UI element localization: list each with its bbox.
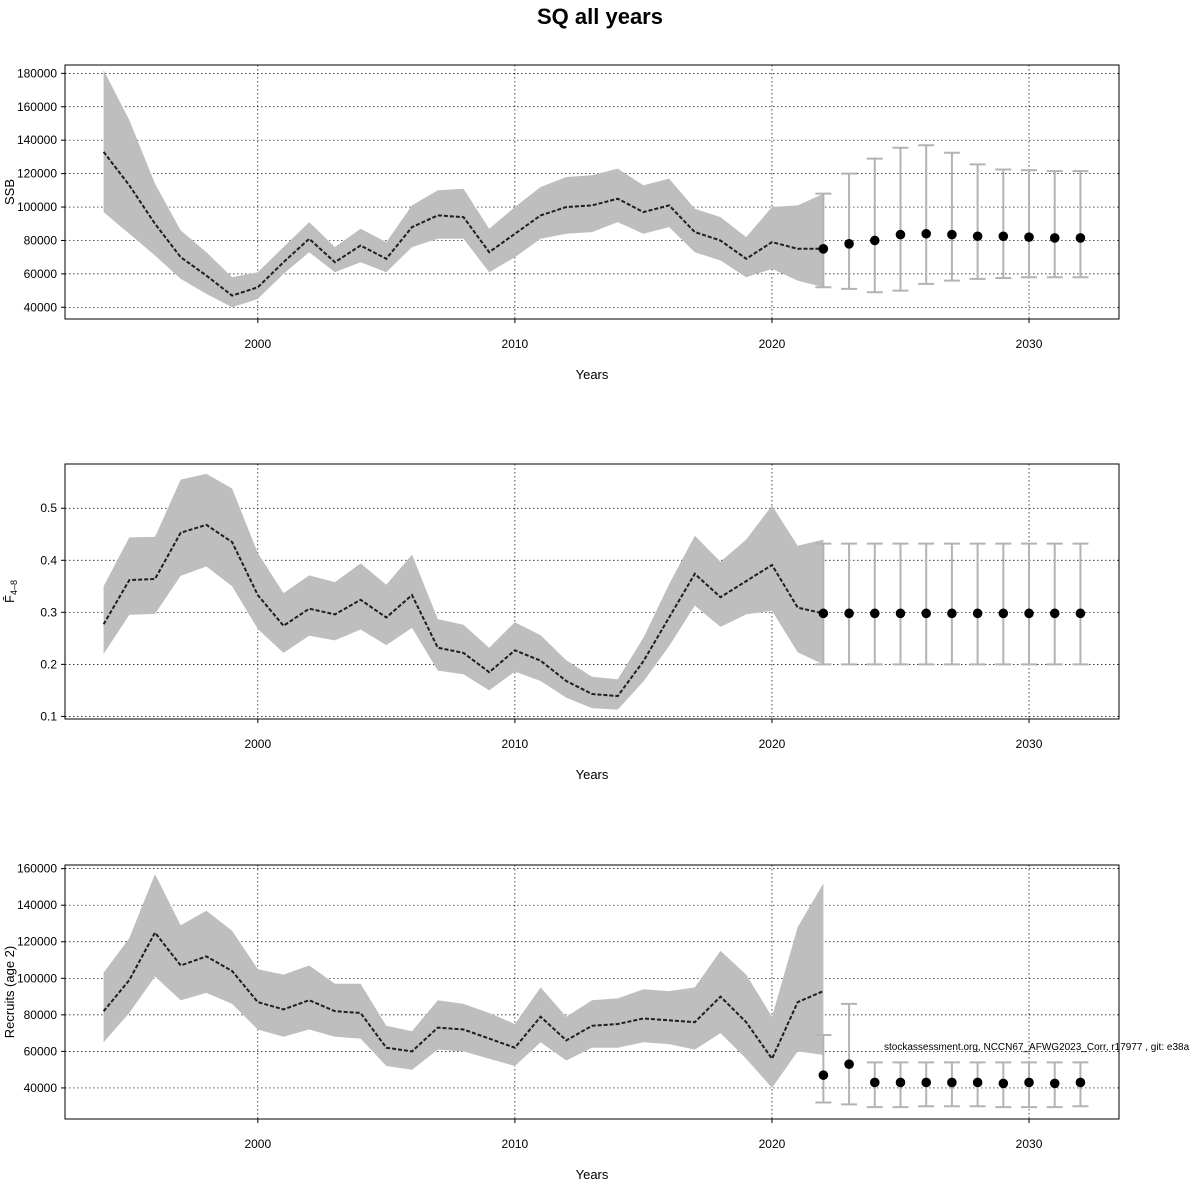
fbar-yaxis-label: F̄4–8 <box>2 580 19 603</box>
recruits-forecast-point <box>869 1077 880 1088</box>
fbar-forecast-point <box>1024 608 1034 619</box>
ssb-forecast-point <box>972 231 983 242</box>
figure-title: SQ all years <box>537 4 663 29</box>
recruits-yaxis-label: Recruits (age 2) <box>2 946 17 1038</box>
recruits-forecast-point <box>972 1077 983 1088</box>
ssb-median-line <box>102 151 824 297</box>
ssb-ytick-label: 80000 <box>24 233 58 247</box>
fbar-forecast-point <box>869 608 880 619</box>
recruits-ytick-label: 60000 <box>24 1044 58 1058</box>
recruits-confidence-band <box>103 874 824 1088</box>
ssb-ytick-label: 100000 <box>17 200 57 214</box>
ssb-ytick-label: 60000 <box>24 267 58 281</box>
fbar-median-line <box>102 523 824 698</box>
fbar-xtick-label: 2020 <box>759 737 786 751</box>
recruits-forecast-point <box>947 1077 957 1088</box>
ssb-forecast-point <box>921 228 931 239</box>
fbar-xtick-label: 2010 <box>502 737 529 751</box>
ssb-yaxis-label: SSB <box>2 179 17 205</box>
fbar-forecast-point <box>998 608 1009 619</box>
recruits-forecast-point <box>844 1059 854 1069</box>
ssb-xtick-label: 2020 <box>759 337 786 351</box>
recruits-xtick-label: 2020 <box>759 1137 786 1151</box>
fbar-ytick-label: 0.4 <box>40 553 57 567</box>
ssb-forecast-point <box>1075 233 1086 243</box>
ssb-panel: 40000 60000 80000 100000 120000 140000 160000 1… <box>2 64 1120 382</box>
ssb-xtick-label: 2030 <box>1016 337 1043 351</box>
recruits-forecast-point <box>921 1077 931 1088</box>
recruits-forecast-point <box>895 1077 906 1088</box>
ssb-forecast-point <box>947 229 957 240</box>
fbar-xaxis-label: Years <box>576 767 609 782</box>
recruits-ytick-label: 40000 <box>24 1081 58 1095</box>
footnote: stockassessment.org, NCCN67_AFWG2023_Cor… <box>884 1042 1190 1053</box>
fbar-forecast-point <box>972 608 983 619</box>
recruits-ytick-label: 140000 <box>17 898 57 912</box>
recruits-forecast-point <box>1075 1077 1086 1088</box>
recruits-xtick-label: 2030 <box>1016 1137 1043 1151</box>
ssb-xtick-label: 2000 <box>244 337 271 351</box>
recruits-median-line <box>102 930 824 1061</box>
ssb-ytick-label: 140000 <box>17 133 57 147</box>
ssb-xaxis-label: Years <box>576 367 609 382</box>
fbar-xtick-label: 2030 <box>1016 737 1043 751</box>
ssb-forecast-point <box>869 235 880 246</box>
ssb-forecast-point <box>818 244 829 254</box>
ssb-ytick-label: 160000 <box>17 100 57 114</box>
fbar-forecast-point <box>818 608 829 619</box>
fbar-forecast-point <box>844 608 854 619</box>
fbar-forecast-point <box>947 608 957 619</box>
recruits-xtick-label: 2010 <box>502 1137 529 1151</box>
fbar-confidence-band <box>103 473 824 710</box>
recruits-forecast-point <box>1024 1077 1034 1088</box>
ssb-xtick-label: 2010 <box>502 337 529 351</box>
fbar-forecast-point <box>1075 608 1086 619</box>
recruits-xtick-label: 2000 <box>244 1137 271 1151</box>
recruits-ytick-label: 120000 <box>17 935 57 949</box>
fbar-ytick-label: 0.2 <box>40 657 57 671</box>
recruits-ytick-label: 160000 <box>17 862 57 876</box>
fbar-ytick-label: 0.3 <box>40 605 57 619</box>
ssb-forecast-point <box>1049 233 1060 243</box>
ssb-forecast-point <box>895 229 906 240</box>
ssb-ytick-label: 180000 <box>17 66 57 80</box>
fbar-frame <box>64 463 1120 720</box>
recruits-panel: 40000 60000 80000 100000 120000 140000 160000 2… <box>2 862 1120 1182</box>
ssb-frame <box>64 64 1120 320</box>
recruits-frame <box>64 864 1120 1120</box>
recruits-ytick-label: 80000 <box>24 1008 58 1022</box>
ssb-ytick-label: 40000 <box>24 300 58 314</box>
fbar-xtick-label: 2000 <box>244 737 271 751</box>
fbar-panel: 0.1 0.2 0.3 0.4 0.5 2000 2010 2020 2030 Years F̄4–… <box>2 463 1120 782</box>
fbar-forecast-point <box>1049 608 1060 619</box>
fbar-forecast-point <box>895 608 906 619</box>
recruits-forecast-point <box>818 1070 829 1080</box>
ssb-confidence-band <box>103 70 824 308</box>
ssb-forecast-point <box>844 239 854 249</box>
recruits-ytick-label: 100000 <box>17 971 57 985</box>
panels: 40000 60000 80000 100000 120000 140000 160000 1… <box>2 64 1120 1182</box>
fbar-ytick-label: 0.5 <box>40 501 57 515</box>
recruits-xaxis-label: Years <box>576 1167 609 1182</box>
fbar-yaxis-label-subscript: 4–8 <box>9 580 19 595</box>
ssb-ytick-label: 120000 <box>17 167 57 181</box>
recruits-forecast-point <box>1049 1078 1060 1089</box>
fbar-forecast-point <box>921 608 931 619</box>
recruits-forecast-point <box>998 1078 1009 1089</box>
ssb-forecast-point <box>1024 232 1034 242</box>
fbar-ytick-label: 0.1 <box>40 709 57 723</box>
ssb-forecast-point <box>998 231 1009 242</box>
